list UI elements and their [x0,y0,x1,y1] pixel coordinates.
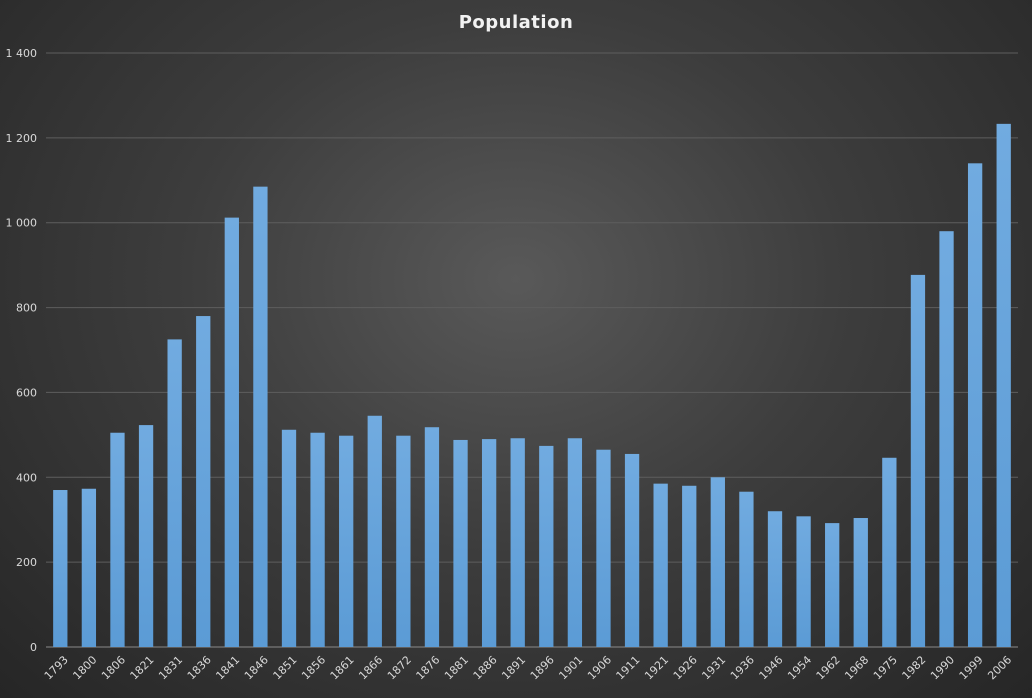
x-tick-label: 1856 [299,653,328,682]
y-tick-label: 200 [16,556,37,569]
y-tick-label: 0 [30,641,37,654]
bar [653,483,668,647]
bar [339,435,354,647]
y-tick-label: 1 400 [6,47,38,60]
bar [510,438,525,647]
bar [224,217,239,647]
bar [281,429,297,647]
x-tick-label: 1896 [528,653,557,682]
bar [81,488,97,647]
x-tick-label: 1806 [99,653,128,682]
x-tick-label: 1793 [42,653,71,682]
bar [796,516,811,647]
x-tick-label: 1800 [70,653,99,682]
bar [882,457,897,647]
bar [453,439,468,647]
x-tick-label: 1872 [385,653,414,682]
bar [624,453,640,647]
x-tick-label: 1846 [242,653,271,682]
bar [825,523,840,647]
bar [110,432,125,647]
x-tick-label: 1936 [728,653,757,682]
bar [910,274,926,647]
y-tick-label: 1 000 [6,217,38,230]
bar [682,485,697,647]
bar [167,339,182,647]
bar [53,490,68,647]
x-tick-label: 1962 [814,653,843,682]
x-tick-label: 1836 [185,653,214,682]
x-tick-label: 1821 [128,653,157,682]
x-tick-label: 1982 [900,653,929,682]
x-tick-label: 1851 [271,653,300,682]
x-tick-label: 1876 [414,653,443,682]
bar [567,438,583,647]
bar [967,163,983,648]
x-tick-label: 1921 [642,653,671,682]
bar [481,439,497,647]
x-tick-label: 1931 [699,653,728,682]
x-tick-label: 1901 [556,653,585,682]
x-tick-label: 1911 [614,653,643,682]
bar [396,435,411,647]
bar [939,231,954,647]
x-tick-label: 1990 [928,653,957,682]
bar [739,491,754,647]
x-tick-label: 1946 [757,653,786,682]
bar [996,123,1011,647]
bar [596,449,611,647]
x-tick-label: 1886 [471,653,500,682]
y-tick-label: 800 [16,302,37,315]
x-tick-label: 2006 [985,653,1014,682]
x-tick-label: 1968 [842,653,871,682]
x-tick-label: 1954 [785,653,814,682]
x-tick-label: 1881 [442,653,471,682]
y-tick-label: 400 [16,471,37,484]
bar [196,316,211,647]
x-tick-label: 1906 [585,653,614,682]
bar [253,186,268,647]
x-tick-label: 1831 [156,653,185,682]
x-tick-label: 1841 [213,653,242,682]
chart-title: Population [458,12,574,33]
x-tick-label: 1999 [957,653,986,682]
bar [367,415,382,647]
x-tick-label: 1975 [871,653,900,682]
bar [767,511,783,647]
bar [853,518,868,647]
x-tick-label: 1891 [499,653,528,682]
bar [539,445,554,647]
x-tick-label: 1866 [356,653,385,682]
y-tick-label: 600 [16,386,37,399]
x-tick-label: 1861 [328,653,357,682]
bar [310,432,325,647]
x-tick-label: 1926 [671,653,700,682]
bar [710,477,725,647]
bar [138,425,154,647]
bar [424,427,440,647]
y-tick-label: 1 200 [6,132,38,145]
